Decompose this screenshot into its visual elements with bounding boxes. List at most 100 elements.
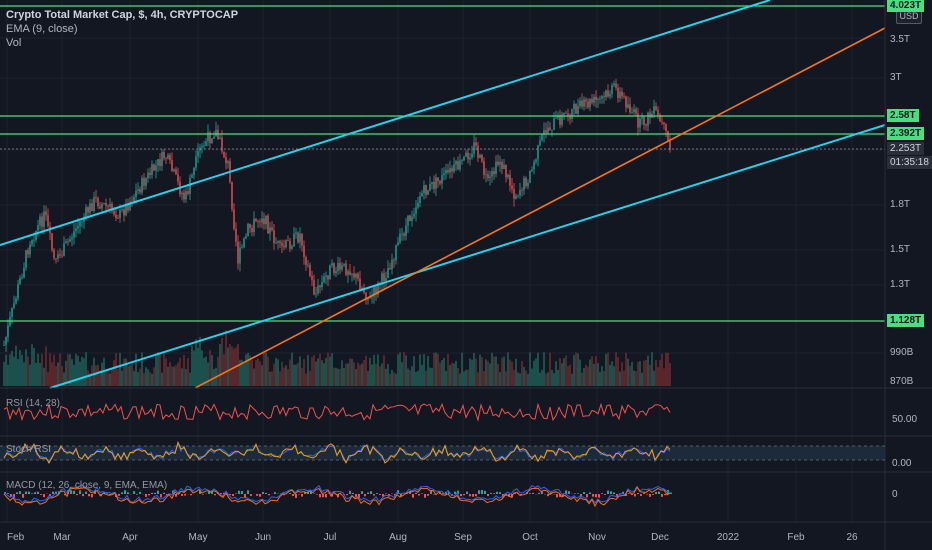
volume-legend[interactable]: Vol (6, 37, 22, 49)
volume-bar (283, 367, 285, 386)
volume-bar (311, 357, 313, 386)
macd-histogram-bar (490, 493, 492, 494)
candle-body (571, 109, 573, 119)
macd-histogram-bar (598, 494, 600, 498)
candle-body (129, 201, 131, 211)
macd-histogram-bar (529, 493, 531, 494)
macd-histogram-bar (646, 494, 648, 495)
candle-body (625, 96, 627, 108)
volume-bar (135, 353, 137, 386)
volume-bar (3, 361, 5, 386)
volume-bar (177, 362, 179, 386)
candle-body (447, 170, 449, 173)
candle-body (359, 278, 361, 290)
volume-bar (249, 355, 251, 386)
candle-body (477, 145, 479, 158)
macd-histogram-bar (91, 494, 93, 498)
volume-bar (537, 352, 539, 386)
candle-body (375, 287, 377, 295)
volume-bar (81, 356, 83, 386)
candle-body (391, 259, 393, 270)
currency-button[interactable]: USD (896, 8, 922, 24)
macd-histogram-bar (577, 493, 579, 494)
candle-body (237, 241, 239, 264)
volume-bar (345, 363, 347, 386)
price-axis-label: 2.253T (887, 142, 925, 155)
candle-body (173, 169, 175, 172)
candle-body (273, 230, 275, 244)
candle-body (105, 203, 107, 206)
candle-body (61, 255, 63, 257)
macd-histogram-bar (367, 492, 369, 494)
volume-bar (27, 356, 29, 386)
candle-body (119, 209, 121, 219)
time-axis-label: Mar (53, 532, 71, 543)
macd-histogram-bar (604, 494, 606, 495)
time-axis-label: Sep (454, 532, 472, 543)
candle-body (525, 177, 527, 187)
candle-body (433, 181, 435, 189)
candle-body (663, 122, 665, 124)
volume-bar (51, 362, 53, 386)
candle-body (373, 287, 375, 297)
macd-histogram-bar (469, 494, 471, 497)
volume-bar (481, 357, 483, 386)
time-axis-label: Jul (324, 532, 337, 543)
macd-histogram-bar (349, 490, 351, 494)
volume-bar (137, 372, 139, 386)
volume-bar (7, 364, 9, 386)
volume-bar (451, 362, 453, 386)
macd-histogram-bar (454, 491, 456, 494)
macd-histogram-bar (262, 491, 264, 494)
volume-bar (365, 355, 367, 386)
symbol-title[interactable]: Crypto Total Market Cap, $, 4h, CRYPTOCA… (6, 9, 239, 21)
macd-histogram-bar (640, 494, 642, 496)
candle-body (41, 216, 43, 227)
volume-bar (585, 364, 587, 386)
candle-body (441, 175, 443, 184)
volume-bar (281, 361, 283, 386)
volume-bar (319, 353, 321, 386)
candle-body (463, 156, 465, 161)
volume-bar (29, 364, 31, 386)
candle-body (467, 152, 469, 160)
candle-body (327, 275, 329, 280)
price-axis-label: 990B (890, 347, 914, 358)
volume-bar (219, 343, 221, 386)
volume-bar (191, 345, 193, 386)
macd-histogram-bar (442, 493, 444, 494)
candle-body (581, 100, 583, 107)
ema-legend[interactable]: EMA (9, close) (6, 23, 78, 35)
candle-body (503, 164, 505, 169)
stoch-rsi-legend[interactable]: Stoch RSI (6, 444, 52, 455)
candle-body (157, 159, 159, 166)
candle-body (563, 112, 565, 115)
candle-body (385, 278, 387, 282)
volume-bar (479, 354, 481, 386)
volume-bar (467, 369, 469, 386)
macd-histogram-bar (121, 492, 123, 494)
volume-bar (73, 364, 75, 386)
volume-bar (297, 362, 299, 386)
volume-bar (441, 360, 443, 386)
macd-histogram-bar (670, 492, 672, 494)
candle-body (253, 218, 255, 233)
rsi-legend[interactable]: RSI (14, 28) (6, 398, 60, 409)
macd-histogram-bar (16, 492, 18, 494)
macd-histogram-bar (364, 494, 366, 497)
volume-bar (229, 344, 231, 386)
candle-body (435, 177, 437, 189)
volume-bar (125, 358, 127, 386)
macd-histogram-bar (109, 494, 111, 496)
volume-bar (651, 352, 653, 386)
volume-bar (587, 366, 589, 386)
time-axis-label: Dec (651, 532, 669, 543)
volume-bar (25, 349, 27, 386)
macd-legend[interactable]: MACD (12, 26, close, 9, EMA, EMA) (6, 480, 168, 491)
candle-body (409, 215, 411, 222)
volume-bar (209, 350, 211, 386)
volume-bar (239, 359, 241, 386)
volume-bar (23, 362, 25, 386)
candle-body (569, 116, 571, 119)
